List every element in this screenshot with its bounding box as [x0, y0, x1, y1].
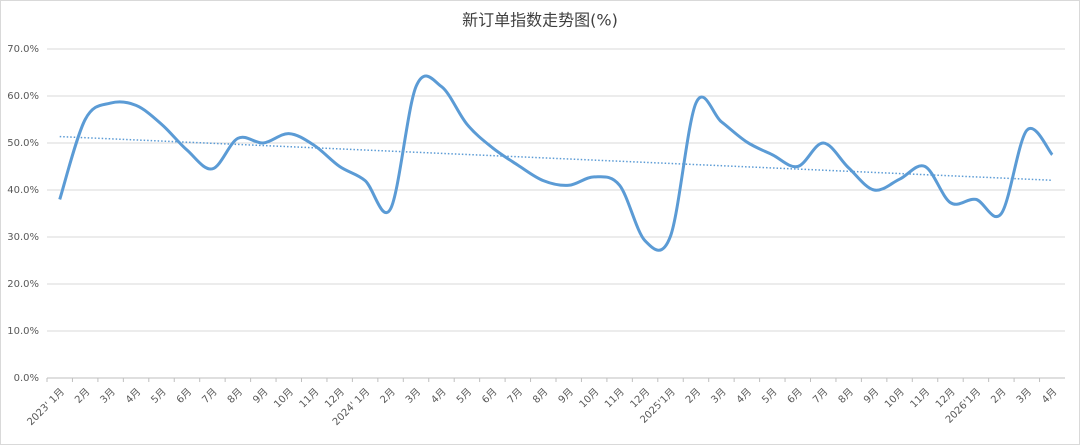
y-tick-label: 60.0% — [7, 91, 39, 102]
y-tick-label: 0.0% — [14, 373, 39, 384]
chart-title: 新订单指数走势图(%) — [462, 11, 618, 30]
y-tick-label: 70.0% — [7, 44, 39, 55]
y-tick-label: 10.0% — [7, 326, 39, 337]
trendline — [59, 135, 1053, 182]
y-tick-label: 30.0% — [7, 232, 39, 243]
y-tick-label: 40.0% — [7, 185, 39, 196]
y-tick-label: 20.0% — [7, 279, 39, 290]
line — [58, 74, 1054, 252]
y-tick-label: 50.0% — [7, 138, 39, 149]
